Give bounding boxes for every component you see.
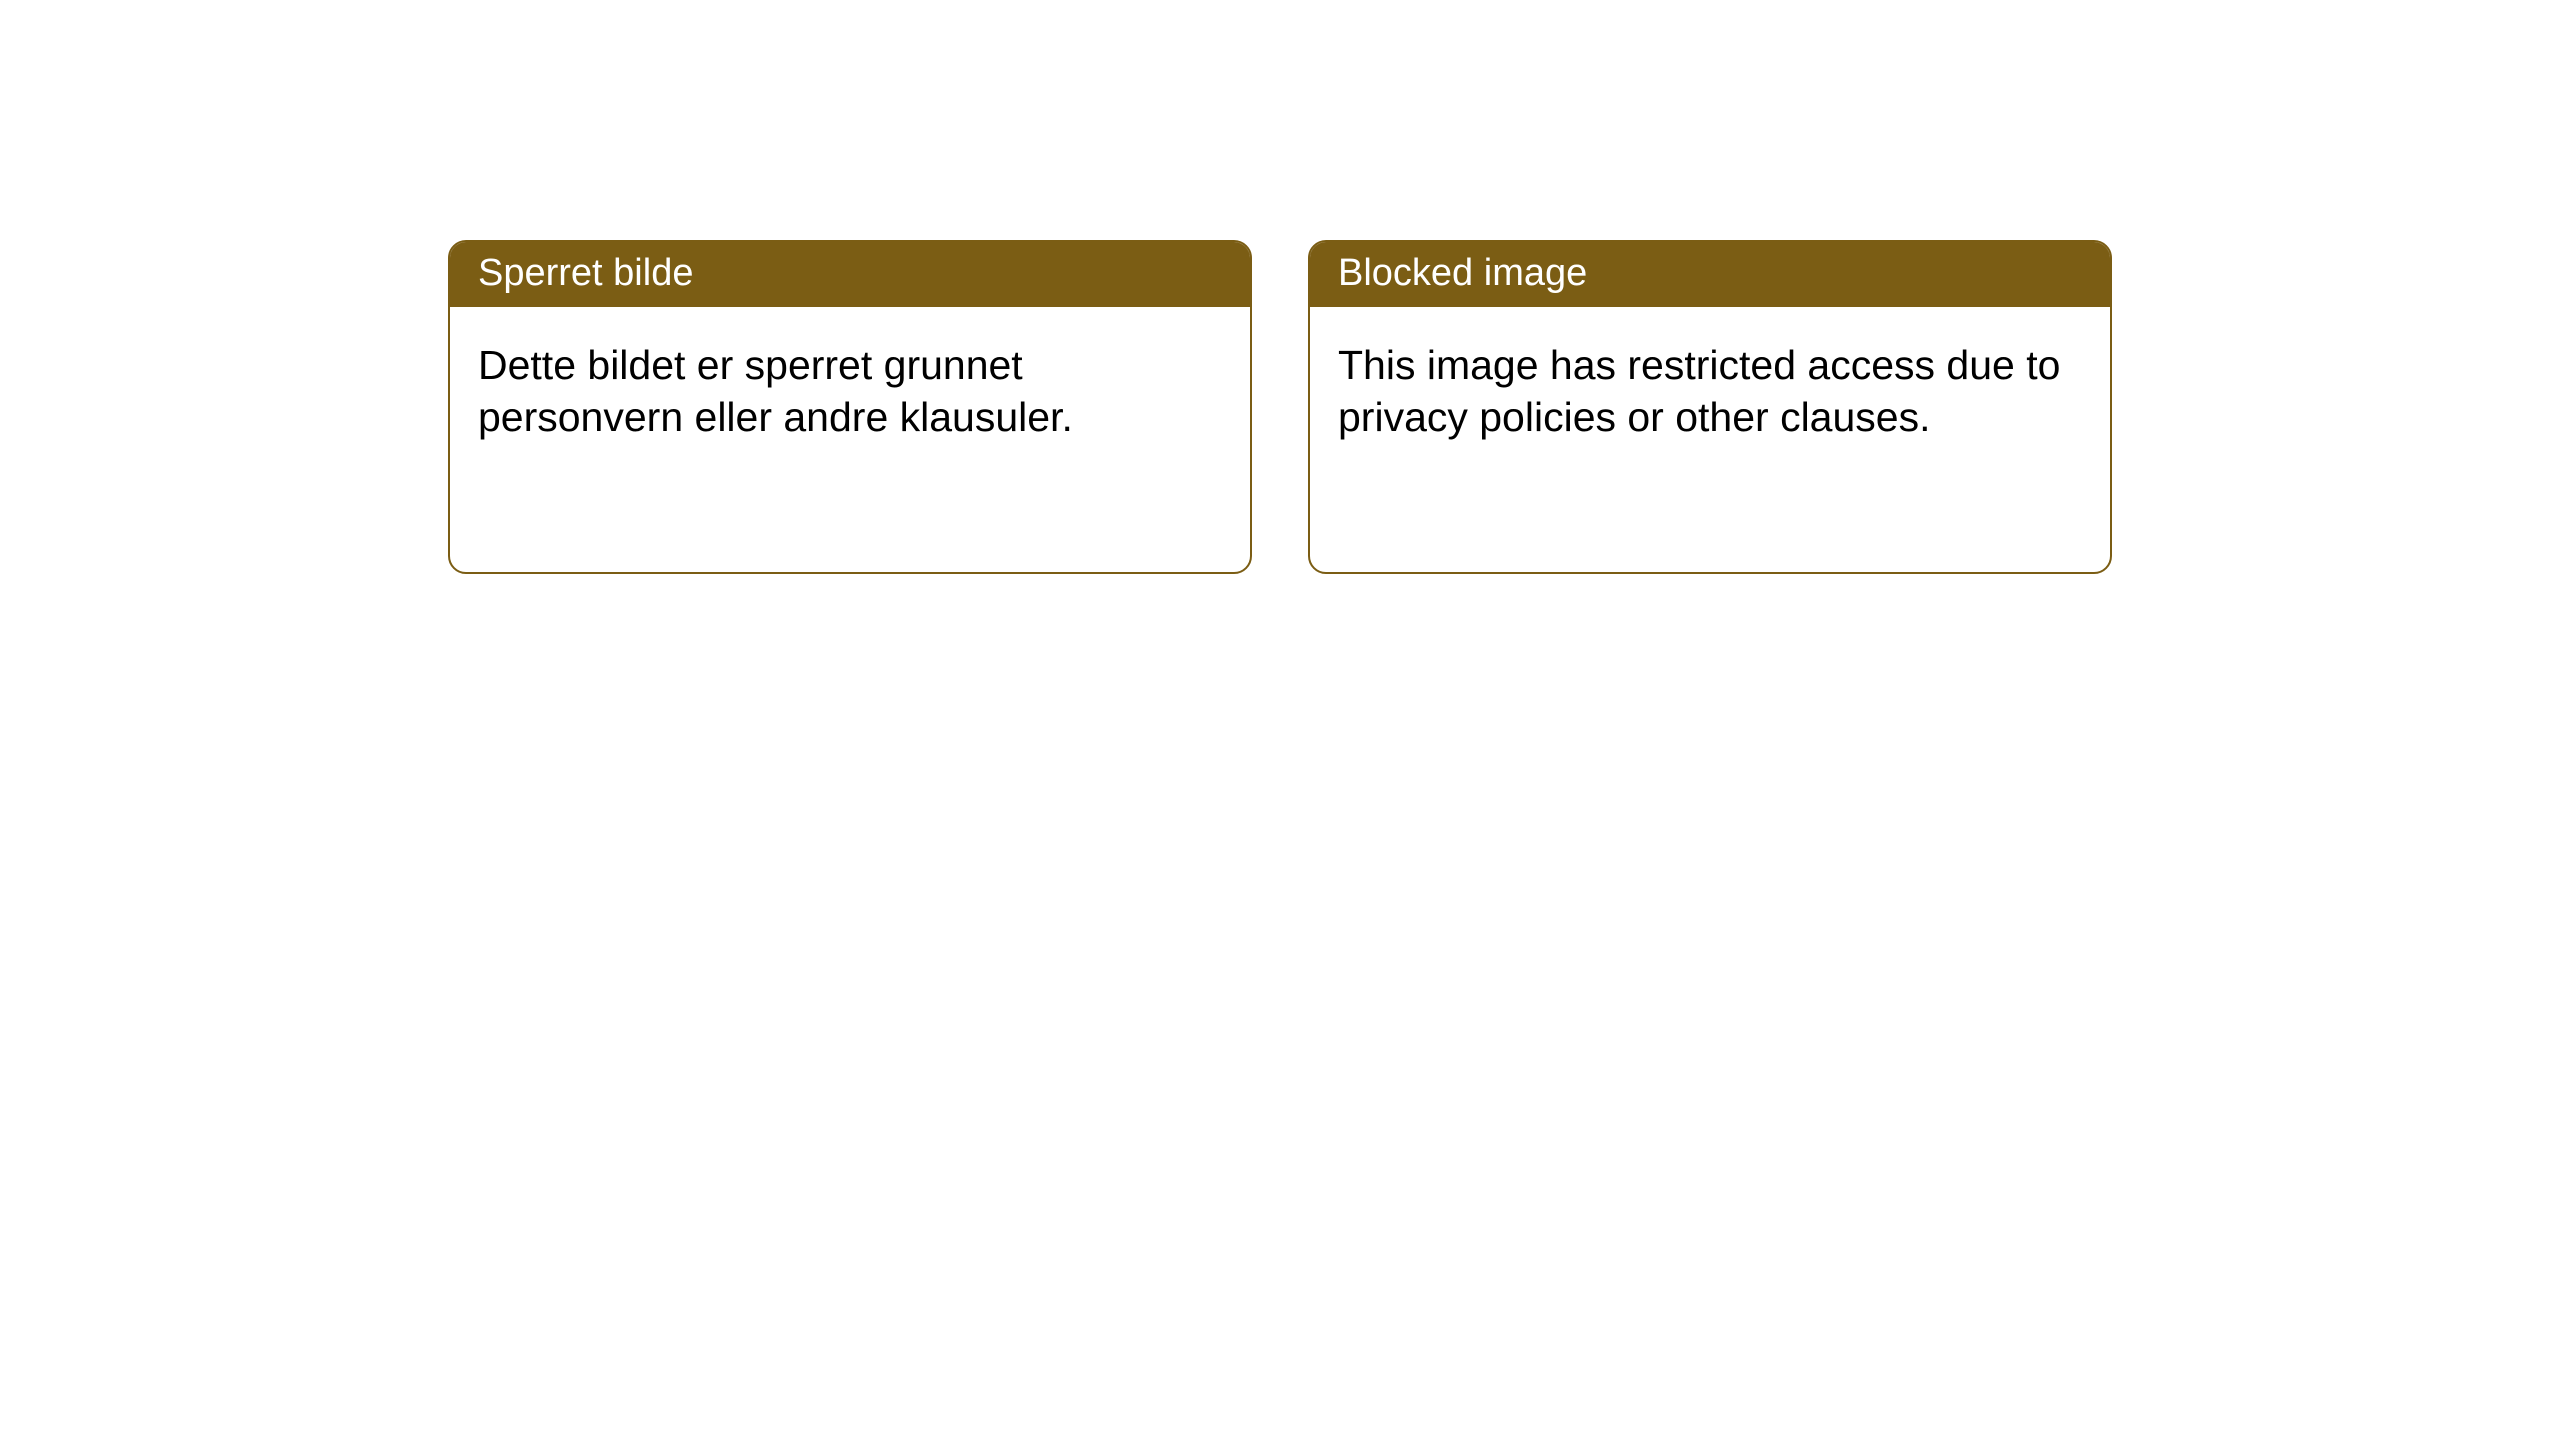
notice-card-norwegian: Sperret bilde Dette bildet er sperret gr…: [448, 240, 1252, 574]
card-title: Sperret bilde: [478, 252, 693, 294]
card-header: Sperret bilde: [450, 242, 1250, 307]
card-body: Dette bildet er sperret grunnet personve…: [450, 307, 1250, 476]
card-header: Blocked image: [1310, 242, 2110, 307]
card-body-text: This image has restricted access due to …: [1338, 342, 2060, 440]
notice-card-english: Blocked image This image has restricted …: [1308, 240, 2112, 574]
card-body: This image has restricted access due to …: [1310, 307, 2110, 476]
notice-container: Sperret bilde Dette bildet er sperret gr…: [0, 0, 2560, 574]
card-body-text: Dette bildet er sperret grunnet personve…: [478, 342, 1073, 440]
card-title: Blocked image: [1338, 252, 1587, 294]
